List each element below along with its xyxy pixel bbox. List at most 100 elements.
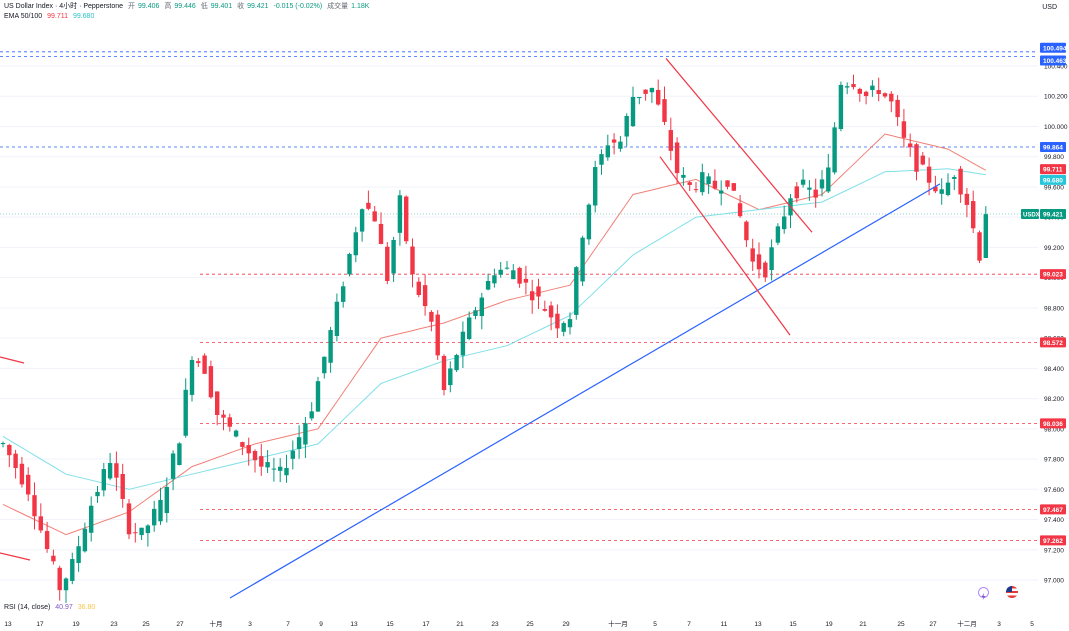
candle-down	[196, 361, 201, 363]
symbol-tag-box	[1021, 209, 1039, 220]
candle-down	[712, 180, 718, 189]
candle-down	[744, 221, 749, 241]
candle-up	[328, 330, 333, 363]
candle-down	[404, 196, 409, 242]
currency-label[interactable]: USD	[1042, 4, 1057, 11]
volume-label: 成交量	[327, 3, 349, 10]
candle-down	[530, 291, 535, 301]
candle-down	[120, 473, 125, 499]
price-tick-label: 98.000	[1044, 426, 1064, 433]
price-tick-label: 100.000	[1044, 124, 1068, 131]
symbol-title[interactable]: US Dollar Index · 4小时 · Pepperstone	[4, 3, 124, 10]
candle-down	[926, 166, 932, 183]
candle-down	[57, 567, 62, 591]
candle-down	[441, 355, 447, 391]
price-label: 100.494	[1043, 45, 1067, 52]
candle-down	[977, 232, 982, 261]
symbol-header: US Dollar Index · 4小时 · Pepperstone 开 99.…	[4, 2, 372, 12]
candle-up	[70, 559, 75, 581]
candle-down	[422, 285, 428, 307]
price-label-box	[1040, 142, 1066, 153]
candle-down	[215, 391, 220, 415]
price-label-box	[1040, 337, 1066, 348]
candle-up	[945, 182, 951, 196]
candle-up	[189, 360, 195, 395]
candle-down	[26, 474, 31, 495]
ema50-value: 99.711	[47, 13, 68, 20]
time-tick-label: 13	[350, 621, 358, 628]
left-lower-line	[0, 552, 31, 561]
ema-label[interactable]: EMA 50/100	[4, 13, 43, 20]
lightning-icon[interactable]	[978, 587, 989, 600]
candle-up	[580, 237, 585, 282]
candle-up	[561, 323, 566, 332]
candle-down	[44, 531, 50, 550]
price-tick-label: 97.800	[1044, 457, 1064, 464]
price-label: 99.680	[1043, 177, 1063, 184]
candle-up	[107, 463, 113, 479]
candle-down	[240, 442, 245, 447]
candle-up	[309, 411, 314, 419]
price-label-box	[1040, 55, 1066, 66]
candle-up	[397, 195, 403, 233]
candle-up	[624, 115, 629, 137]
candle-down	[208, 366, 214, 398]
price-tick-label: 97.400	[1044, 517, 1064, 524]
candle-up	[819, 179, 825, 189]
us-flag-icon[interactable]	[1006, 586, 1018, 598]
candle-down	[410, 246, 415, 275]
candle-up	[448, 368, 453, 386]
price-axis: 97.000 97.200 97.400 97.600 97.800 98.000 98.2…	[1021, 0, 1069, 631]
price-label-box	[1040, 164, 1066, 175]
price-label: 99.711	[1043, 167, 1063, 174]
candle-down	[656, 89, 661, 105]
candle-down	[794, 186, 799, 199]
ohlc-close-label: 收	[237, 3, 245, 10]
ohlc-open: 99.406	[138, 3, 160, 10]
price-tick-label: 98.200	[1044, 396, 1064, 403]
us-flag-canton	[1006, 586, 1012, 592]
candle-down	[643, 89, 648, 94]
candle-down	[964, 193, 970, 205]
candle-down	[246, 445, 251, 454]
candle-up	[164, 486, 169, 514]
candle-up	[939, 189, 944, 194]
candle-up	[775, 226, 781, 243]
time-tick-label: 19	[825, 621, 833, 628]
candle-down	[38, 516, 43, 531]
candle-up	[170, 453, 176, 479]
price-tick-label: 100.200	[1044, 94, 1068, 101]
ema-lines	[2, 133, 987, 536]
candle-down	[813, 189, 818, 198]
candle-down	[737, 203, 743, 217]
ema-legend: EMA 50/100 99.711 99.680	[4, 12, 97, 22]
candle-down	[920, 155, 925, 165]
symbol-tag: USDX	[1023, 213, 1040, 219]
price-tick-label: 99.800	[1044, 154, 1064, 161]
time-axis: 13 17 19 23 25 27 十月 3 7 9 13 15 17 21 23 25 29 十一月 5 7 11 13…	[4, 619, 1034, 628]
time-tick-label: 19	[72, 621, 80, 628]
candle-up	[278, 466, 283, 471]
candle-down	[933, 186, 938, 192]
price-label: 97.467	[1043, 507, 1063, 514]
time-tick-label: 十二月	[957, 619, 977, 628]
rsi-label[interactable]: RSI (14, close)	[4, 604, 51, 611]
price-label-box	[1040, 174, 1066, 185]
time-tick-label: 3	[997, 621, 1001, 628]
candle-up	[233, 430, 239, 437]
ohlc-close: 99.421	[247, 3, 269, 10]
candle-down	[876, 90, 881, 95]
rsi-ma-value: 36.80	[77, 604, 96, 611]
time-tick-label: 11	[721, 621, 728, 628]
candle-up	[599, 154, 604, 165]
candle-up	[586, 204, 592, 240]
candle-down	[687, 182, 692, 185]
candle-up	[145, 525, 151, 534]
candle-down	[133, 532, 138, 534]
candle-down	[971, 201, 976, 229]
candle-up	[296, 437, 302, 449]
time-tick-label: 21	[859, 621, 867, 628]
candle-up	[649, 87, 655, 93]
candle-down	[693, 189, 699, 191]
